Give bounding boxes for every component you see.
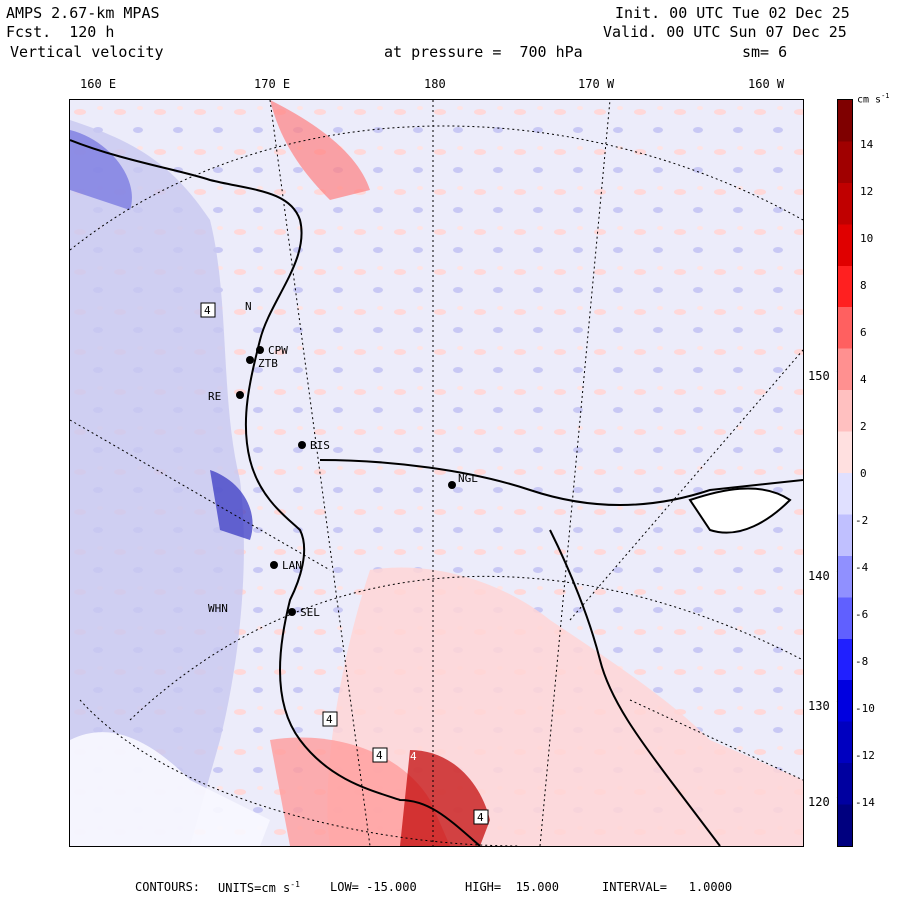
init-time: Init. 00 UTC Tue 02 Dec 25 xyxy=(615,4,850,22)
forecast-hour: Fcst. 120 h xyxy=(6,23,115,41)
map-svg: CPW ZTB BIS NGL LAN SEL WHN RE N 4 4 4 4… xyxy=(70,100,803,846)
colorbar-tick: -2 xyxy=(855,514,869,527)
station-lan: LAN xyxy=(282,559,302,572)
model-title: AMPS 2.67-km MPAS xyxy=(6,4,160,22)
colorbar-unit: cm s-1 xyxy=(857,92,890,106)
colorbar-tick: -4 xyxy=(855,561,869,574)
colorbar-tick: 8 xyxy=(860,279,867,292)
colorbar xyxy=(837,99,853,847)
colorbar-tick: 14 xyxy=(860,138,874,151)
footer-high: HIGH= 15.000 xyxy=(465,880,559,894)
negative-core-mid xyxy=(210,470,253,540)
vertical-velocity-map: CPW ZTB BIS NGL LAN SEL WHN RE N 4 4 4 4… xyxy=(69,99,804,847)
station-bis: BIS xyxy=(310,439,330,452)
station-re: RE xyxy=(208,390,221,403)
colorbar-tick: -6 xyxy=(855,608,869,621)
marker-5: 4 xyxy=(410,750,417,763)
smoothing: sm= 6 xyxy=(742,43,788,61)
lon-label-160w: 160 W xyxy=(748,77,785,91)
positive-region-north xyxy=(270,100,370,200)
marker-3: 4 xyxy=(376,749,383,762)
lon-label-170e: 170 E xyxy=(254,77,291,91)
marie-byrd-coast xyxy=(688,487,792,534)
valid-time: Valid. 00 UTC Sun 07 Dec 25 xyxy=(603,23,847,41)
colorbar-tick: 4 xyxy=(860,373,867,386)
station-dots xyxy=(236,346,456,616)
lon-label-160e: 160 E xyxy=(80,77,117,91)
colorbar-tick: -14 xyxy=(855,796,875,809)
coastline xyxy=(70,139,481,846)
low-terrain-mask xyxy=(70,732,270,846)
max-markers: 4 4 4 4 4 xyxy=(200,302,489,825)
station-whn: WHN xyxy=(208,602,228,615)
station-n: N xyxy=(245,300,252,313)
colorbar-tick: 6 xyxy=(860,326,867,339)
colorbar-tick: 10 xyxy=(860,232,874,245)
max-positive-region xyxy=(400,750,490,846)
field-name: Vertical velocity xyxy=(10,43,164,61)
grounding-line xyxy=(549,529,721,846)
colorbar-tick: 0 xyxy=(860,467,867,480)
lon-label-170w: 170 W xyxy=(578,77,615,91)
pressure-level: at pressure = 700 hPa xyxy=(384,43,583,61)
marker-4: 4 xyxy=(477,811,484,824)
marker-1: 4 xyxy=(204,304,211,317)
colorbar-tick: 2 xyxy=(860,420,867,433)
station-ztb: ZTB xyxy=(258,357,278,370)
negative-region-west xyxy=(70,120,244,846)
lon-label-180: 180 xyxy=(424,77,446,91)
colorbar-tick: -8 xyxy=(855,655,869,668)
station-cpw: CPW xyxy=(268,344,288,357)
colorbar-tick: 12 xyxy=(860,185,874,198)
station-sel: SEL xyxy=(300,606,320,619)
footer-contours: CONTOURS: xyxy=(135,880,201,894)
lat-lon-grid xyxy=(70,100,803,846)
colorbar-tick: -10 xyxy=(855,702,875,715)
station-ngl: NGL xyxy=(458,472,478,485)
footer-units: UNITS=cm s-1 xyxy=(218,880,300,895)
footer-interval: INTERVAL= 1.0000 xyxy=(602,880,733,894)
ice-shelf-edge xyxy=(319,459,803,506)
marker-2: 4 xyxy=(326,713,333,726)
colorbar-tick: -12 xyxy=(855,749,875,762)
footer-low: LOW= -15.000 xyxy=(330,880,417,894)
negative-core-nw xyxy=(70,130,132,210)
